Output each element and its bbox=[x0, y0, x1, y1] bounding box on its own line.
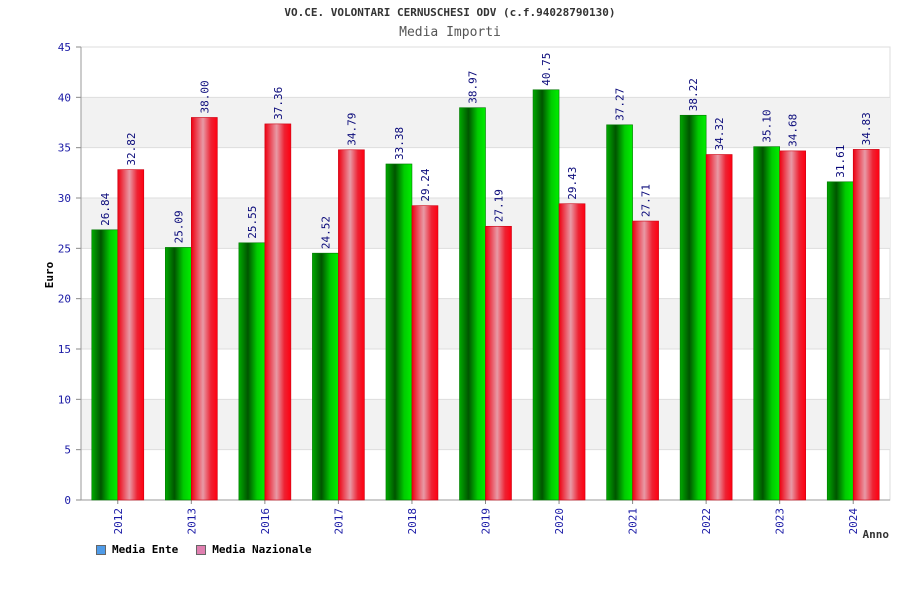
x-axis-label: Anno bbox=[863, 528, 890, 541]
bar-media-nazionale bbox=[485, 225, 512, 501]
data-label: 38.00 bbox=[198, 80, 211, 113]
y-tick-label: 35 bbox=[58, 142, 71, 155]
y-tick-label: 0 bbox=[64, 494, 71, 507]
x-tick-label: 2021 bbox=[627, 508, 640, 535]
y-tick-label: 5 bbox=[64, 444, 71, 457]
legend-swatch-media-nazionale bbox=[196, 544, 207, 555]
data-label: 37.27 bbox=[614, 88, 627, 121]
bar-media-ente bbox=[753, 146, 780, 501]
data-label: 27.71 bbox=[640, 184, 653, 217]
bar-media-ente bbox=[165, 247, 192, 501]
y-tick-label: 10 bbox=[58, 393, 71, 406]
y-tick-label: 15 bbox=[58, 343, 71, 356]
x-tick-label: 2019 bbox=[480, 508, 493, 535]
x-tick-label: 2016 bbox=[259, 508, 272, 535]
legend-item-media-nazionale: Media Nazionale bbox=[196, 543, 312, 556]
x-tick-label: 2018 bbox=[406, 508, 419, 535]
bar-media-nazionale bbox=[411, 205, 439, 501]
chart-title: VO.CE. VOLONTARI CERNUSCHESI ODV (c.f.94… bbox=[284, 6, 616, 19]
y-tick-label: 30 bbox=[58, 192, 71, 205]
legend-swatch-media-ente bbox=[96, 544, 106, 555]
bar-media-ente bbox=[238, 242, 266, 501]
data-label: 31.61 bbox=[834, 145, 847, 178]
bar-media-ente bbox=[606, 124, 633, 501]
x-tick-label: 2022 bbox=[700, 508, 713, 535]
chart-subtitle: Media Importi bbox=[399, 25, 501, 40]
x-tick-label: 2024 bbox=[847, 508, 860, 535]
bar-media-ente bbox=[459, 107, 486, 501]
y-axis-label: Euro bbox=[43, 261, 56, 288]
bar-media-nazionale bbox=[117, 169, 145, 501]
bar-media-ente bbox=[91, 229, 119, 501]
bar-media-nazionale bbox=[705, 154, 733, 501]
data-label: 37.36 bbox=[272, 87, 285, 120]
data-label: 27.19 bbox=[493, 189, 506, 222]
data-label: 25.55 bbox=[246, 206, 259, 239]
data-label: 25.09 bbox=[172, 210, 185, 243]
data-label: 34.83 bbox=[860, 112, 873, 145]
bar-media-nazionale bbox=[264, 123, 292, 501]
bar-media-ente bbox=[679, 114, 707, 501]
data-label: 26.84 bbox=[99, 192, 112, 225]
x-tick-label: 2023 bbox=[774, 508, 787, 535]
data-label: 38.97 bbox=[467, 71, 480, 104]
data-label: 24.52 bbox=[319, 216, 332, 249]
bar-media-ente bbox=[312, 252, 339, 501]
y-tick-label: 25 bbox=[58, 242, 71, 255]
data-label: 29.24 bbox=[419, 168, 432, 201]
chart-legend: Media Ente Media Nazionale bbox=[96, 543, 312, 556]
bar-media-ente bbox=[385, 163, 413, 501]
legend-label-media-nazionale: Media Nazionale bbox=[212, 543, 312, 556]
bar-media-nazionale bbox=[191, 117, 218, 501]
legend-item-media-ente: Media Ente bbox=[96, 543, 178, 556]
bar-media-ente bbox=[826, 181, 854, 501]
bar-media-nazionale bbox=[338, 149, 365, 501]
bar-media-nazionale bbox=[852, 149, 880, 501]
data-label: 34.32 bbox=[713, 117, 726, 150]
x-tick-label: 2020 bbox=[553, 508, 566, 535]
bar-media-ente bbox=[532, 89, 560, 501]
x-tick-label: 2017 bbox=[332, 508, 345, 535]
bar-media-nazionale bbox=[779, 150, 806, 501]
x-tick-label: 2013 bbox=[185, 508, 198, 535]
data-label: 34.79 bbox=[345, 113, 358, 146]
y-tick-label: 40 bbox=[58, 91, 71, 104]
legend-label-media-ente: Media Ente bbox=[112, 543, 179, 556]
data-label: 32.82 bbox=[125, 132, 138, 165]
data-label: 40.75 bbox=[540, 53, 553, 86]
data-label: 38.22 bbox=[687, 78, 700, 111]
x-tick-label: 2012 bbox=[112, 508, 125, 535]
y-tick-label: 45 bbox=[58, 41, 71, 54]
data-label: 34.68 bbox=[787, 114, 800, 147]
data-label: 29.43 bbox=[566, 167, 579, 200]
bar-media-nazionale bbox=[558, 203, 586, 501]
y-tick-label: 20 bbox=[58, 293, 71, 306]
bar-media-nazionale bbox=[632, 220, 659, 501]
data-label: 33.38 bbox=[393, 127, 406, 160]
data-label: 35.10 bbox=[761, 110, 774, 143]
